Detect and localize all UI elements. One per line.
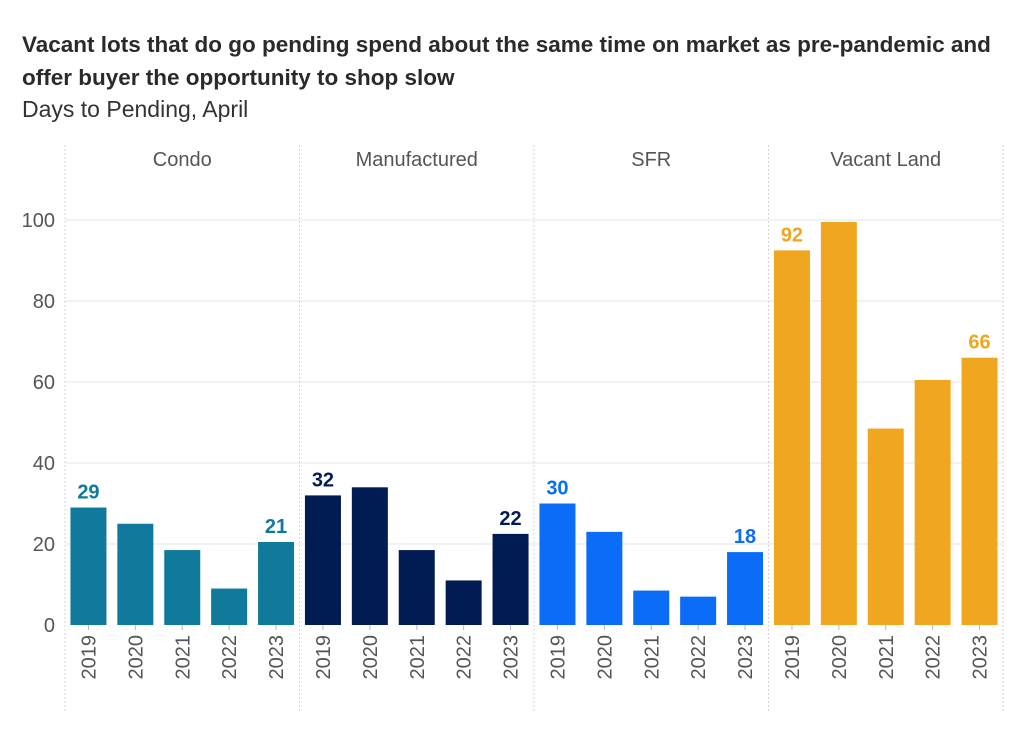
bar: [398, 550, 435, 625]
data-label: 18: [734, 526, 756, 548]
x-tick-label: 2019: [313, 635, 335, 680]
facet-header: SFR: [631, 149, 671, 171]
x-tick-label: 2020: [594, 635, 616, 680]
bar: [914, 379, 951, 625]
x-tick-label: 2022: [454, 635, 476, 680]
facet-header: Vacant Land: [830, 149, 941, 171]
bar: [680, 596, 717, 625]
bar: [211, 588, 248, 625]
x-tick-label: 2020: [829, 635, 851, 680]
bar: [961, 357, 998, 625]
x-tick-label: 2022: [923, 635, 945, 680]
chart-subtitle: Days to Pending, April: [22, 96, 249, 122]
bar: [539, 503, 576, 625]
bar: [70, 507, 107, 625]
y-tick-label: 40: [33, 453, 55, 475]
data-label: 29: [77, 482, 99, 504]
bar: [727, 552, 764, 625]
bar: [586, 531, 623, 625]
bar: [445, 580, 482, 625]
y-tick-label: 60: [33, 372, 55, 394]
bar: [633, 590, 670, 625]
bar: [773, 250, 810, 625]
x-tick-label: 2023: [266, 635, 288, 680]
chart-title: Vacant lots that do go pending spend abo…: [22, 32, 991, 90]
data-label: 66: [968, 332, 990, 354]
bar: [304, 495, 341, 625]
x-tick-label: 2022: [219, 635, 241, 680]
y-tick-label: 0: [44, 615, 55, 637]
bar: [351, 487, 388, 625]
bar: [164, 550, 201, 625]
x-tick-label: 2020: [360, 635, 382, 680]
x-tick-label: 2022: [688, 635, 710, 680]
x-tick-label: 2023: [735, 635, 757, 680]
facet-header: Condo: [153, 149, 212, 171]
bar: [492, 533, 529, 625]
bar: [820, 222, 857, 625]
y-tick-label: 80: [33, 291, 55, 313]
x-tick-label: 2019: [547, 635, 569, 680]
data-label: 32: [312, 469, 334, 491]
x-tick-label: 2023: [970, 635, 992, 680]
data-label: 30: [546, 478, 568, 500]
x-tick-label: 2019: [78, 635, 100, 680]
x-tick-label: 2023: [501, 635, 523, 680]
bar: [867, 428, 904, 625]
x-tick-label: 2021: [407, 635, 429, 680]
x-tick-label: 2020: [125, 635, 147, 680]
data-label: 92: [781, 224, 803, 246]
data-label: 21: [265, 516, 287, 538]
x-tick-label: 2021: [641, 635, 663, 680]
data-label: 22: [499, 508, 521, 530]
x-tick-label: 2019: [782, 635, 804, 680]
x-tick-label: 2021: [876, 635, 898, 680]
y-tick-label: 20: [33, 534, 55, 556]
bar: [117, 523, 154, 625]
facet-header: Manufactured: [356, 149, 478, 171]
bar: [258, 541, 295, 625]
x-tick-label: 2021: [172, 635, 194, 680]
y-tick-label: 100: [22, 210, 55, 232]
